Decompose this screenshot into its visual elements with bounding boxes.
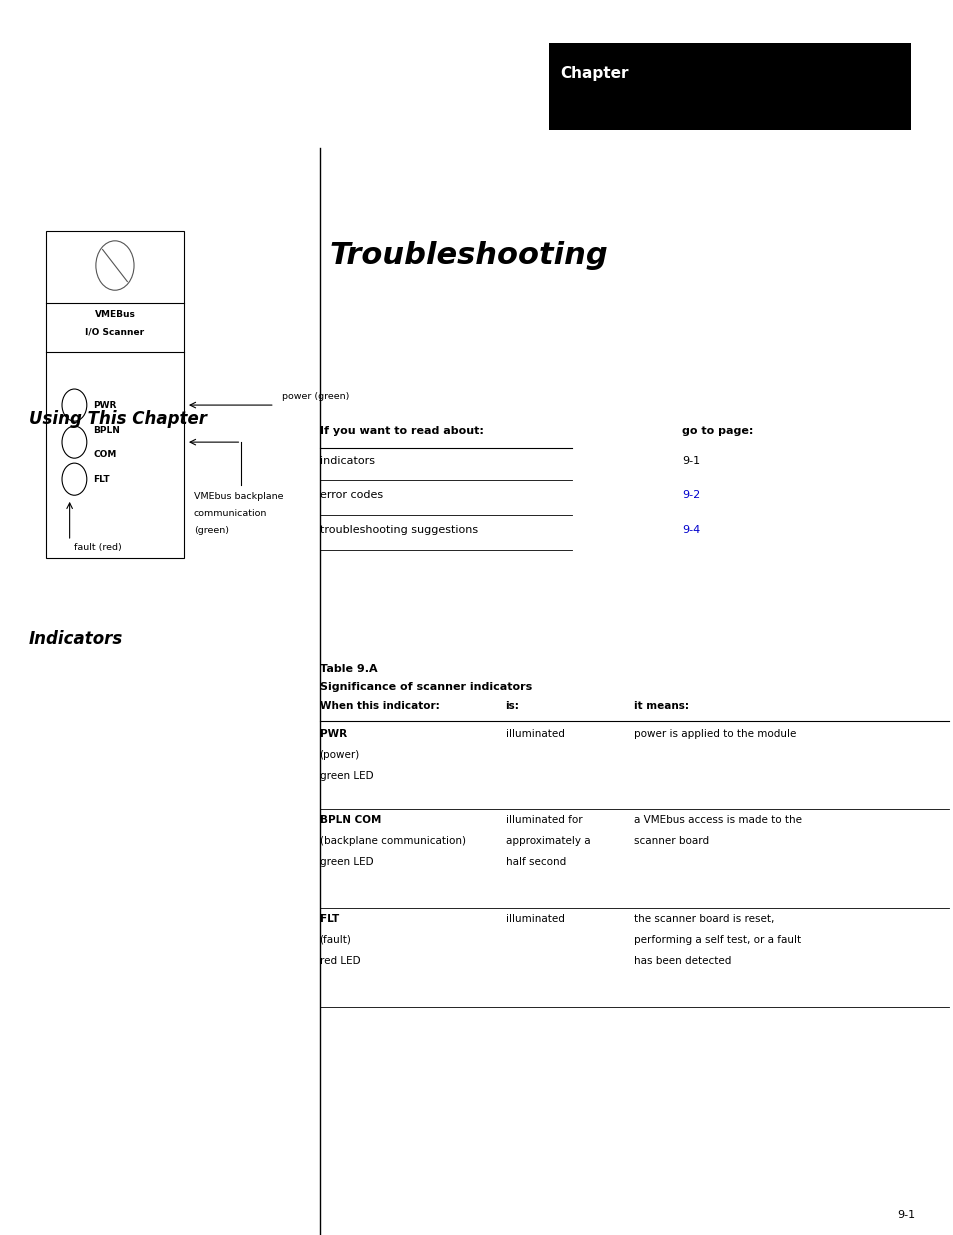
Text: 9-2: 9-2 bbox=[681, 490, 700, 500]
Text: Troubleshooting: Troubleshooting bbox=[329, 241, 607, 269]
Text: 9-4: 9-4 bbox=[681, 525, 700, 535]
Text: performing a self test, or a fault: performing a self test, or a fault bbox=[634, 935, 801, 945]
Text: (fault): (fault) bbox=[319, 935, 351, 945]
Text: FLT: FLT bbox=[319, 914, 338, 924]
Text: scanner board: scanner board bbox=[634, 836, 709, 846]
Text: the scanner board is reset,: the scanner board is reset, bbox=[634, 914, 774, 924]
Text: error codes: error codes bbox=[319, 490, 382, 500]
Text: BPLN: BPLN bbox=[93, 426, 120, 435]
Text: If you want to read about:: If you want to read about: bbox=[319, 426, 483, 436]
Text: has been detected: has been detected bbox=[634, 956, 731, 966]
FancyBboxPatch shape bbox=[46, 231, 184, 558]
Text: Chapter: Chapter bbox=[559, 65, 628, 82]
Text: illuminated for: illuminated for bbox=[505, 815, 581, 825]
Text: half second: half second bbox=[505, 857, 565, 867]
Text: illuminated: illuminated bbox=[505, 914, 564, 924]
Text: red LED: red LED bbox=[319, 956, 360, 966]
Text: is:: is: bbox=[505, 701, 519, 711]
Text: Using This Chapter: Using This Chapter bbox=[29, 410, 207, 429]
Text: communication: communication bbox=[193, 509, 267, 517]
Text: Significance of scanner indicators: Significance of scanner indicators bbox=[319, 682, 531, 692]
Text: (backplane communication): (backplane communication) bbox=[319, 836, 465, 846]
Text: BPLN COM: BPLN COM bbox=[319, 815, 380, 825]
Text: troubleshooting suggestions: troubleshooting suggestions bbox=[319, 525, 477, 535]
Text: When this indicator:: When this indicator: bbox=[319, 701, 439, 711]
Text: it means:: it means: bbox=[634, 701, 689, 711]
Text: VMEBus: VMEBus bbox=[94, 310, 135, 319]
Text: COM: COM bbox=[93, 450, 117, 458]
Text: power (green): power (green) bbox=[282, 393, 350, 401]
Text: Indicators: Indicators bbox=[29, 630, 123, 648]
Text: approximately a: approximately a bbox=[505, 836, 590, 846]
Text: a VMEbus access is made to the: a VMEbus access is made to the bbox=[634, 815, 801, 825]
Text: fault (red): fault (red) bbox=[74, 543, 122, 552]
Text: 9-1: 9-1 bbox=[681, 456, 700, 466]
Text: green LED: green LED bbox=[319, 771, 373, 781]
Text: FLT: FLT bbox=[93, 474, 110, 484]
Text: green LED: green LED bbox=[319, 857, 373, 867]
Text: I/O Scanner: I/O Scanner bbox=[86, 327, 144, 336]
Text: go to page:: go to page: bbox=[681, 426, 753, 436]
Text: VMEbus backplane: VMEbus backplane bbox=[193, 492, 283, 500]
Text: illuminated: illuminated bbox=[505, 729, 564, 739]
Text: Table 9.A: Table 9.A bbox=[319, 664, 376, 674]
Text: PWR: PWR bbox=[319, 729, 346, 739]
Text: (green): (green) bbox=[193, 526, 229, 535]
Text: (power): (power) bbox=[319, 750, 359, 760]
Text: indicators: indicators bbox=[319, 456, 375, 466]
Text: PWR: PWR bbox=[93, 400, 117, 410]
FancyBboxPatch shape bbox=[548, 43, 910, 130]
Text: 9-1: 9-1 bbox=[897, 1210, 915, 1220]
Text: power is applied to the module: power is applied to the module bbox=[634, 729, 796, 739]
